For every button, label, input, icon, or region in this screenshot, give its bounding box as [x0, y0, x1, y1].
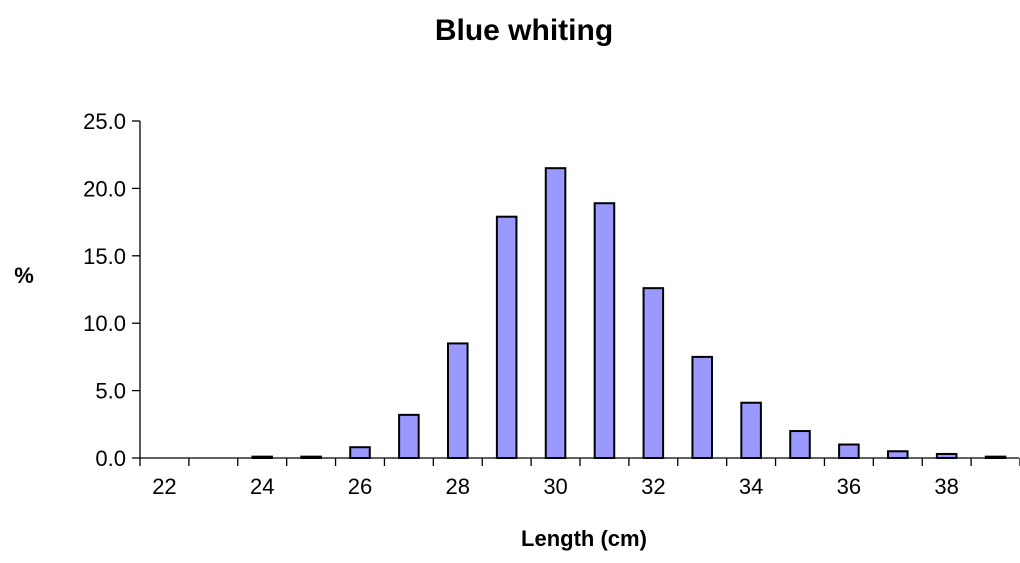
x-tick-label: 38 [934, 474, 958, 499]
y-tick-label: 10.0 [83, 311, 126, 336]
chart-title: Blue whiting [435, 14, 613, 47]
x-axis-title: Length (cm) [521, 526, 647, 551]
bar-27 [398, 413, 420, 460]
bar-25 [300, 455, 322, 460]
x-tick-label: 24 [250, 474, 274, 499]
y-tick-label: 15.0 [83, 244, 126, 269]
x-tick-label: 36 [837, 474, 861, 499]
bar-36 [838, 443, 860, 459]
y-tick-label: 0.0 [95, 446, 126, 471]
bar-30 [544, 167, 567, 459]
bar-28 [447, 342, 469, 460]
x-tick-label: 32 [641, 474, 665, 499]
bar-37 [887, 450, 909, 460]
bar-32 [642, 287, 665, 460]
y-axis: 0.0 5.0 10.0 15.0 20.0 25.0 [83, 109, 141, 471]
bar-39 [984, 455, 1007, 460]
x-axis: 22 24 26 28 30 32 34 36 38 [139, 457, 1020, 499]
x-tick-label: 22 [152, 474, 176, 499]
bar-35 [789, 430, 811, 460]
bar-31 [593, 202, 616, 459]
y-axis-title: % [14, 263, 34, 288]
bar-26 [349, 446, 371, 460]
bar-38 [935, 452, 958, 459]
x-tick-label: 26 [348, 474, 372, 499]
bar-34 [740, 401, 762, 459]
bars-group [251, 167, 1007, 460]
bar-29 [495, 215, 518, 459]
y-tick-label: 20.0 [83, 176, 126, 201]
y-tick-label: 25.0 [83, 109, 126, 134]
x-tick-label: 34 [739, 474, 763, 499]
bar-24 [251, 455, 273, 460]
x-tick-label: 28 [446, 474, 470, 499]
x-tick-label: 30 [543, 474, 567, 499]
y-tick-label: 5.0 [95, 379, 126, 404]
bar-33 [691, 355, 714, 459]
